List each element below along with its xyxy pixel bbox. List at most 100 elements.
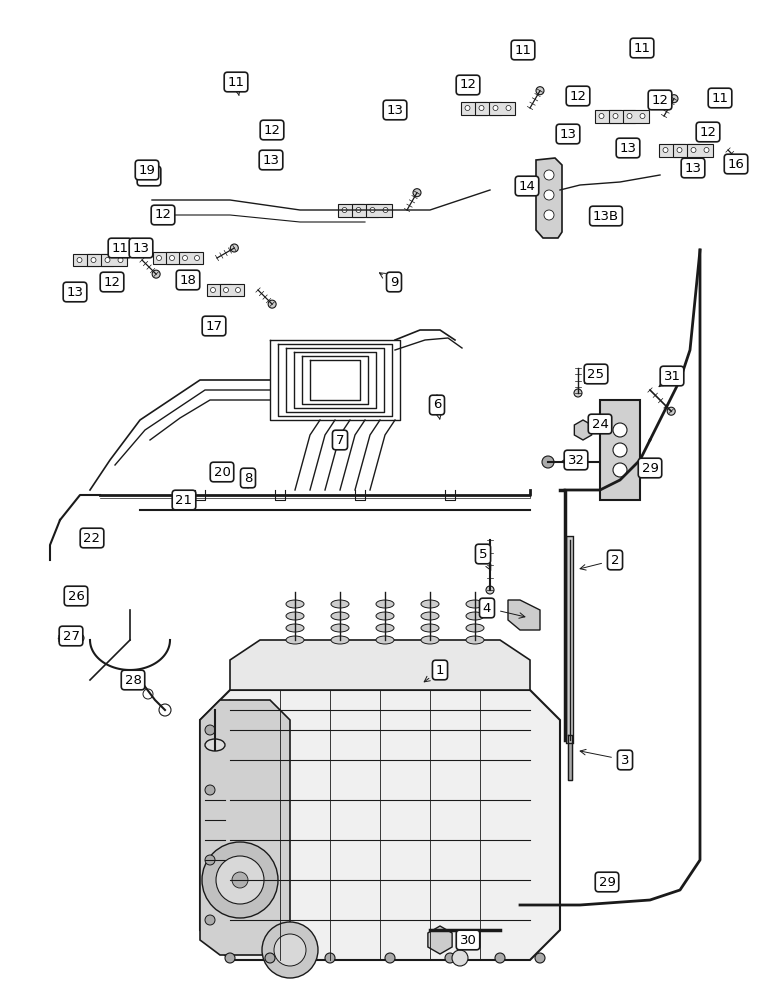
Ellipse shape	[421, 612, 439, 620]
Circle shape	[369, 208, 374, 213]
Ellipse shape	[286, 612, 304, 620]
Polygon shape	[508, 600, 540, 630]
Polygon shape	[166, 252, 190, 264]
Text: 13B: 13B	[593, 210, 619, 223]
Polygon shape	[73, 254, 99, 266]
Circle shape	[670, 95, 678, 103]
Polygon shape	[87, 254, 113, 266]
Ellipse shape	[421, 636, 439, 644]
Polygon shape	[489, 102, 515, 114]
Circle shape	[91, 257, 96, 262]
Circle shape	[342, 208, 347, 213]
Polygon shape	[153, 252, 177, 264]
Polygon shape	[568, 735, 572, 780]
Ellipse shape	[466, 636, 484, 644]
Polygon shape	[200, 690, 560, 960]
Text: 9: 9	[390, 275, 398, 288]
Ellipse shape	[331, 600, 349, 608]
Text: 4: 4	[482, 601, 491, 614]
Circle shape	[536, 87, 544, 95]
Text: 24: 24	[591, 418, 608, 430]
Polygon shape	[687, 143, 713, 156]
Circle shape	[230, 244, 239, 252]
Circle shape	[205, 915, 215, 925]
Circle shape	[157, 255, 161, 260]
Polygon shape	[230, 640, 530, 690]
Circle shape	[640, 113, 645, 118]
Ellipse shape	[466, 624, 484, 632]
Text: 32: 32	[567, 454, 584, 466]
Text: 13: 13	[387, 104, 404, 116]
Circle shape	[612, 113, 617, 118]
Circle shape	[181, 255, 187, 260]
Ellipse shape	[376, 624, 394, 632]
Circle shape	[465, 105, 470, 110]
Circle shape	[574, 389, 582, 397]
Circle shape	[232, 872, 248, 888]
Polygon shape	[673, 143, 699, 156]
Circle shape	[195, 255, 199, 260]
Text: 29: 29	[642, 462, 659, 475]
Circle shape	[544, 190, 554, 200]
Circle shape	[704, 147, 709, 152]
Circle shape	[445, 953, 455, 963]
Circle shape	[486, 586, 494, 594]
Text: 12: 12	[263, 123, 280, 136]
Ellipse shape	[205, 739, 225, 751]
Circle shape	[274, 934, 306, 966]
Circle shape	[613, 113, 618, 118]
Circle shape	[268, 300, 276, 308]
Circle shape	[152, 270, 160, 278]
Polygon shape	[475, 102, 501, 114]
Circle shape	[663, 147, 668, 152]
Ellipse shape	[331, 612, 349, 620]
Circle shape	[159, 704, 171, 716]
Circle shape	[544, 170, 554, 180]
Circle shape	[493, 105, 498, 110]
Circle shape	[90, 257, 95, 262]
Circle shape	[690, 147, 695, 152]
Circle shape	[452, 950, 468, 966]
Polygon shape	[220, 284, 244, 296]
Text: 12: 12	[459, 79, 476, 92]
Circle shape	[542, 456, 554, 468]
Circle shape	[613, 443, 627, 457]
Text: 8: 8	[244, 472, 252, 485]
Text: 25: 25	[587, 367, 604, 380]
Circle shape	[235, 288, 241, 292]
Circle shape	[216, 856, 264, 904]
Circle shape	[544, 210, 554, 220]
Circle shape	[677, 147, 682, 152]
Ellipse shape	[286, 600, 304, 608]
Circle shape	[667, 407, 676, 415]
Text: 3: 3	[621, 754, 629, 766]
Text: 19: 19	[138, 163, 155, 176]
Text: 7: 7	[336, 434, 344, 446]
Text: 11: 11	[712, 92, 729, 104]
Text: 31: 31	[663, 369, 680, 382]
Ellipse shape	[376, 612, 394, 620]
Circle shape	[205, 855, 215, 865]
Circle shape	[676, 147, 681, 152]
Circle shape	[495, 953, 505, 963]
Circle shape	[205, 785, 215, 795]
Circle shape	[370, 208, 375, 213]
Text: 12: 12	[103, 275, 120, 288]
Polygon shape	[200, 700, 230, 950]
Text: 11: 11	[141, 169, 157, 182]
Circle shape	[478, 105, 483, 110]
Text: 20: 20	[214, 466, 230, 479]
Text: 11: 11	[228, 76, 245, 89]
Circle shape	[627, 113, 632, 118]
Ellipse shape	[466, 600, 484, 608]
Circle shape	[76, 634, 84, 642]
Circle shape	[413, 189, 421, 197]
Text: 13: 13	[66, 286, 83, 298]
Circle shape	[355, 208, 360, 213]
Ellipse shape	[376, 600, 394, 608]
Text: 2: 2	[611, 554, 619, 566]
Text: 28: 28	[124, 674, 141, 686]
Circle shape	[506, 105, 511, 110]
Circle shape	[104, 257, 109, 262]
Text: 11: 11	[634, 41, 651, 54]
